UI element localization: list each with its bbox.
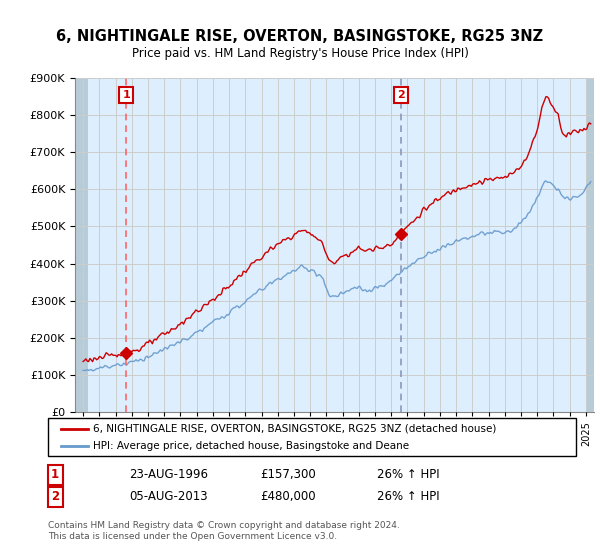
Text: 1: 1 bbox=[51, 468, 59, 482]
Text: Price paid vs. HM Land Registry's House Price Index (HPI): Price paid vs. HM Land Registry's House … bbox=[131, 46, 469, 60]
Text: £157,300: £157,300 bbox=[260, 468, 316, 482]
Text: 1: 1 bbox=[122, 90, 130, 100]
Text: 05-AUG-2013: 05-AUG-2013 bbox=[129, 490, 208, 503]
Text: 26% ↑ HPI: 26% ↑ HPI bbox=[377, 468, 439, 482]
Text: HPI: Average price, detached house, Basingstoke and Deane: HPI: Average price, detached house, Basi… bbox=[93, 441, 409, 451]
FancyBboxPatch shape bbox=[48, 418, 576, 456]
Bar bbox=[586, 78, 594, 412]
Text: 6, NIGHTINGALE RISE, OVERTON, BASINGSTOKE, RG25 3NZ: 6, NIGHTINGALE RISE, OVERTON, BASINGSTOK… bbox=[56, 29, 544, 44]
Text: Contains HM Land Registry data © Crown copyright and database right 2024.
This d: Contains HM Land Registry data © Crown c… bbox=[48, 521, 400, 540]
Text: 2: 2 bbox=[397, 90, 405, 100]
Bar bbox=[75, 78, 88, 412]
Text: £480,000: £480,000 bbox=[260, 490, 316, 503]
Text: 6, NIGHTINGALE RISE, OVERTON, BASINGSTOKE, RG25 3NZ (detached house): 6, NIGHTINGALE RISE, OVERTON, BASINGSTOK… bbox=[93, 423, 496, 433]
Text: 23-AUG-1996: 23-AUG-1996 bbox=[129, 468, 208, 482]
Text: 26% ↑ HPI: 26% ↑ HPI bbox=[377, 490, 439, 503]
Text: 2: 2 bbox=[51, 490, 59, 503]
